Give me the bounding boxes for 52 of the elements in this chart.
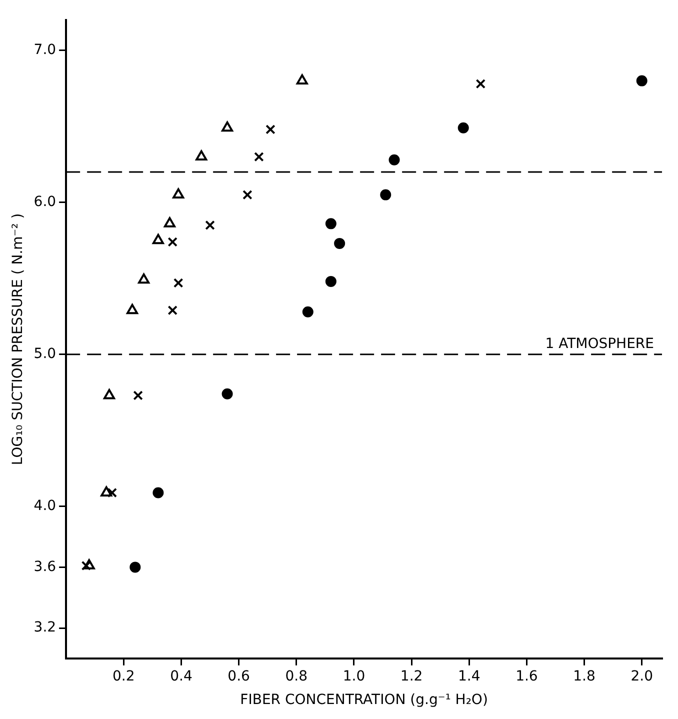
point (152, 234, 164, 244)
x-tick-label: 0.4 (170, 668, 192, 684)
point (100, 486, 112, 496)
point (152, 487, 164, 498)
x-tick-label: 0.2 (112, 668, 135, 684)
x-axis-title: FIBER CONCENTRATION (g.g⁻¹ H₂O) (240, 692, 488, 708)
point (107, 488, 118, 498)
point (173, 278, 184, 288)
y-axis-title: LOG₁₀ SUCTION PRESSURE ( N.m⁻² ) (10, 213, 26, 466)
point (133, 390, 143, 400)
ref-line-label: 1 ATMOSPHERE (545, 336, 654, 352)
point (325, 276, 336, 287)
point (242, 190, 252, 200)
point (254, 152, 264, 162)
y-tick-label: 6.0 (34, 194, 56, 210)
x-tick-label: 1.6 (516, 668, 538, 684)
point (172, 188, 184, 199)
point (168, 305, 178, 316)
x-tick-label: 0.8 (285, 668, 308, 684)
x-tick-label: 0.6 (228, 668, 250, 684)
y-tick-label: 7.0 (34, 42, 56, 58)
point (388, 154, 400, 166)
y-tick-label: 5.0 (34, 346, 56, 362)
point (476, 78, 486, 89)
x-tick-label: 1.8 (573, 668, 596, 684)
point (334, 238, 346, 249)
point (325, 218, 336, 230)
point (266, 124, 276, 134)
x-tick-label: 1.2 (400, 668, 423, 684)
y-tick-label: 4.0 (34, 498, 56, 514)
point (164, 217, 176, 228)
x-tick-label: 1.0 (342, 668, 366, 684)
point (103, 388, 116, 400)
point (138, 273, 150, 284)
x-tick-label: 1.4 (458, 668, 480, 684)
point (296, 74, 308, 85)
point (81, 560, 92, 571)
point (196, 150, 208, 161)
point (205, 220, 215, 230)
point (126, 304, 138, 314)
point (83, 559, 95, 570)
point (636, 75, 648, 86)
point (222, 121, 234, 132)
y-tick-label: 3.2 (34, 620, 56, 636)
x-tick-label: 2.0 (630, 668, 653, 684)
point (380, 189, 392, 200)
point (302, 306, 314, 318)
point (130, 562, 141, 573)
y-tick-label: 3.6 (34, 558, 56, 575)
point (168, 237, 178, 247)
point (458, 122, 469, 134)
point (222, 388, 233, 400)
